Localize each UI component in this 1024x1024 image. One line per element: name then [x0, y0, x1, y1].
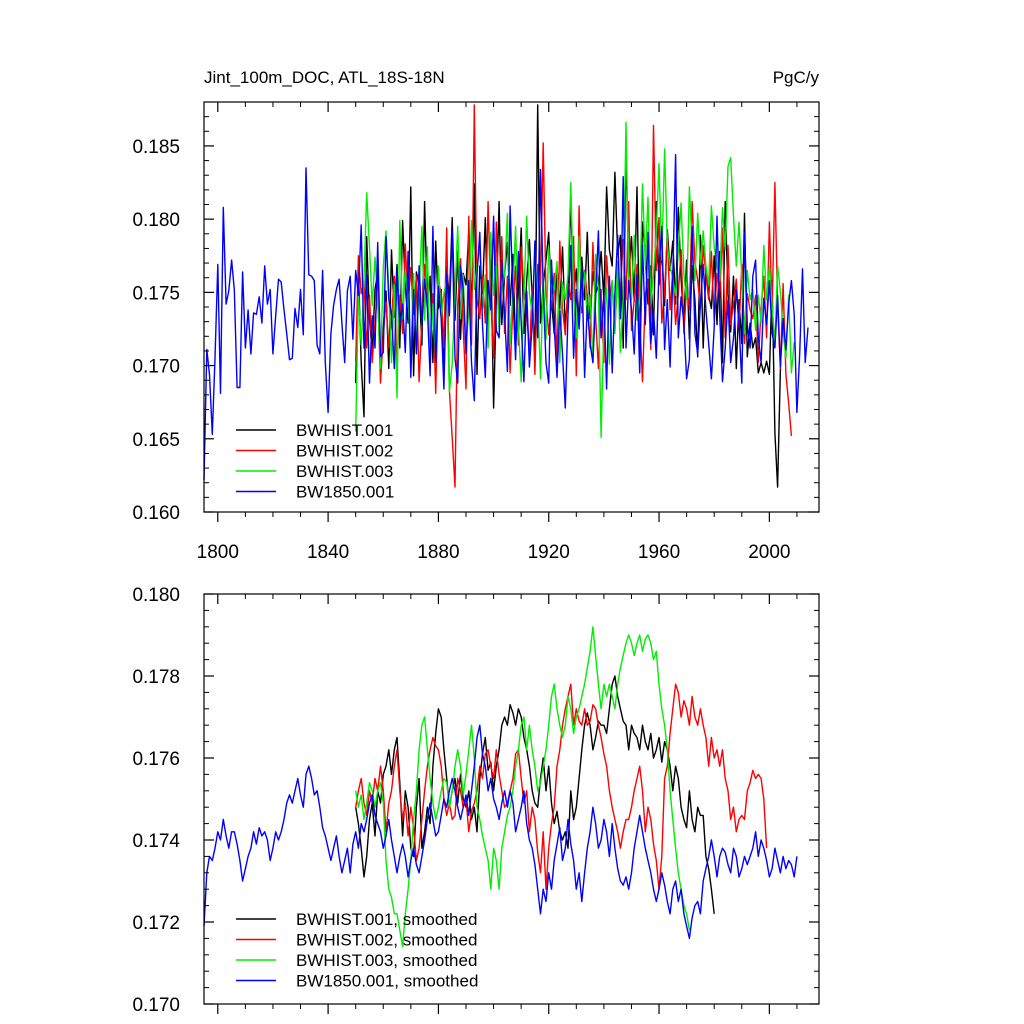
y-tick-label: 0.180: [132, 210, 180, 231]
y-tick-label: 0.174: [132, 831, 180, 852]
x-tick-label: 2000: [748, 542, 790, 563]
series-line-3: [203, 153, 809, 480]
series-line-2: [355, 626, 691, 948]
legend-label: BWHIST.002: [296, 442, 393, 461]
bottom-series-lines: [203, 626, 798, 948]
y-tick-label: 0.185: [132, 137, 180, 158]
x-tick-label: 1880: [417, 542, 459, 563]
y-tick-label: 0.160: [132, 503, 180, 524]
top-x-axis: 1800 1840 1880 1920 1960 2000: [197, 102, 798, 563]
y-tick-label: 0.170: [132, 995, 180, 1016]
bottom-y-axis: 0.170 0.172 0.174 0.176 0.178 0.180: [132, 585, 819, 1016]
bottom-plot-frame: [203, 593, 820, 1005]
y-tick-label: 0.178: [132, 667, 180, 688]
bottom-panel: 0.170 0.172 0.174 0.176 0.178 0.180 BWHIST.00…: [132, 585, 820, 1016]
series-line-0: [355, 675, 715, 914]
top-panel: Jint_100m_DOC, ATL_18S-18N PgC/y 0.1600.…: [132, 68, 820, 563]
legend-label: BWHIST.002, smoothed: [296, 931, 477, 950]
legend-label: BW1850.001, smoothed: [296, 972, 478, 991]
bottom-legend: BWHIST.001, smoothed BWHIST.002, smoothed…: [236, 910, 478, 991]
y-tick-label: 0.180: [132, 585, 180, 606]
legend-label: BWHIST.003: [296, 462, 393, 481]
y-tick-label: 0.176: [132, 749, 180, 770]
legend-label: BWHIST.001, smoothed: [296, 910, 477, 929]
x-tick-label: 1920: [528, 542, 570, 563]
x-tick-label: 1840: [307, 542, 349, 563]
legend-label: BW1850.001: [296, 483, 394, 502]
bottom-x-axis: [217, 594, 798, 1014]
top-panel-title: Jint_100m_DOC, ATL_18S-18N: [204, 68, 445, 87]
top-y-axis: 0.160 0.165 0.170 0.175 0.180 0.185: [132, 116, 819, 524]
series-line-3: [203, 724, 798, 940]
legend-label: BWHIST.003, smoothed: [296, 951, 477, 970]
x-tick-label: 1960: [638, 542, 680, 563]
y-tick-label: 0.172: [132, 913, 180, 934]
top-panel-units: PgC/y: [773, 68, 820, 87]
x-tick-label: 1800: [197, 542, 239, 563]
y-tick-label: 0.175: [132, 283, 180, 304]
series-line-1: [355, 683, 768, 890]
top-series-lines: [203, 104, 809, 488]
y-tick-label: 0.165: [132, 430, 180, 451]
legend-label: BWHIST.001: [296, 421, 393, 440]
y-tick-label: 0.170: [132, 357, 180, 378]
